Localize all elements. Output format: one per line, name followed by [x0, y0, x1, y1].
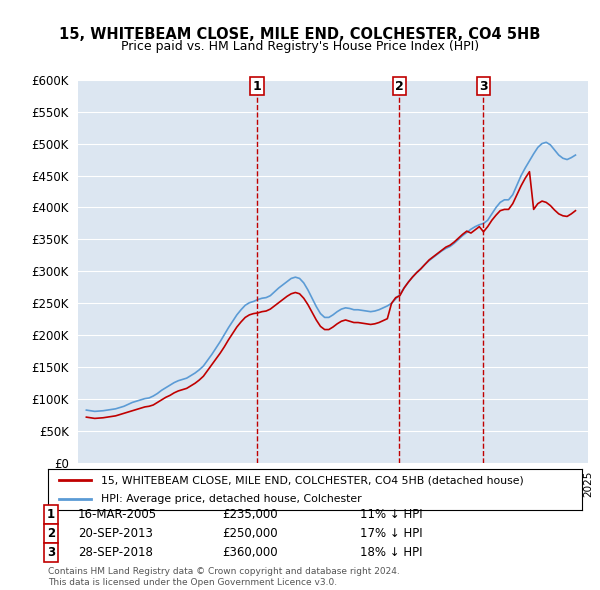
- Text: This data is licensed under the Open Government Licence v3.0.: This data is licensed under the Open Gov…: [48, 578, 337, 587]
- Text: 18% ↓ HPI: 18% ↓ HPI: [360, 546, 422, 559]
- Text: 11% ↓ HPI: 11% ↓ HPI: [360, 508, 422, 521]
- Text: 3: 3: [479, 80, 488, 93]
- Text: 15, WHITEBEAM CLOSE, MILE END, COLCHESTER, CO4 5HB: 15, WHITEBEAM CLOSE, MILE END, COLCHESTE…: [59, 27, 541, 41]
- Text: 3: 3: [47, 546, 55, 559]
- Text: HPI: Average price, detached house, Colchester: HPI: Average price, detached house, Colc…: [101, 494, 362, 504]
- Text: 2: 2: [395, 80, 404, 93]
- Text: £360,000: £360,000: [222, 546, 278, 559]
- Text: £250,000: £250,000: [222, 527, 278, 540]
- Text: 1: 1: [253, 80, 262, 93]
- Text: £235,000: £235,000: [222, 508, 278, 521]
- Text: 28-SEP-2018: 28-SEP-2018: [78, 546, 153, 559]
- Text: Price paid vs. HM Land Registry's House Price Index (HPI): Price paid vs. HM Land Registry's House …: [121, 40, 479, 53]
- Text: 15, WHITEBEAM CLOSE, MILE END, COLCHESTER, CO4 5HB (detached house): 15, WHITEBEAM CLOSE, MILE END, COLCHESTE…: [101, 475, 524, 485]
- Text: 17% ↓ HPI: 17% ↓ HPI: [360, 527, 422, 540]
- Text: Contains HM Land Registry data © Crown copyright and database right 2024.: Contains HM Land Registry data © Crown c…: [48, 567, 400, 576]
- Text: 1: 1: [47, 508, 55, 521]
- Text: 20-SEP-2013: 20-SEP-2013: [78, 527, 153, 540]
- Text: 16-MAR-2005: 16-MAR-2005: [78, 508, 157, 521]
- Text: 2: 2: [47, 527, 55, 540]
